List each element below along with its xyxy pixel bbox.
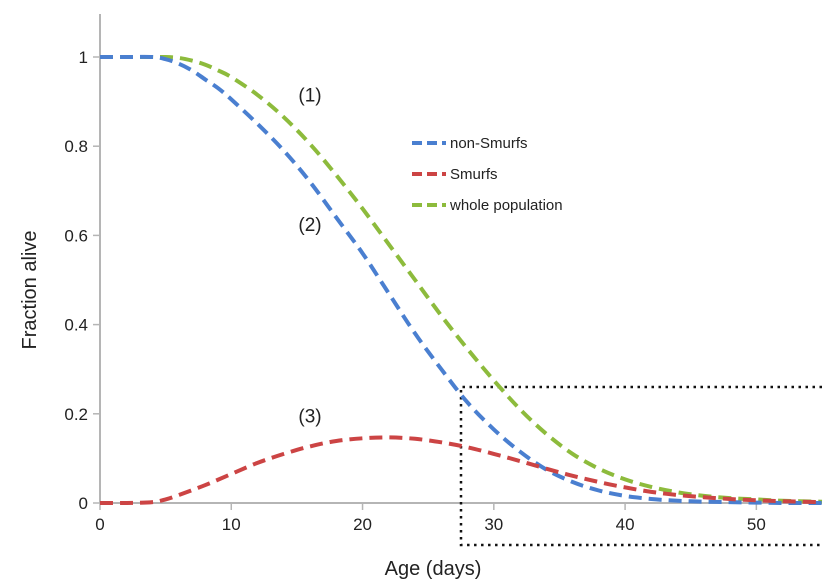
series-line-whole-population bbox=[100, 54, 823, 504]
legend-label-smurfs: Smurfs bbox=[450, 166, 498, 183]
y-tick-label: 0.8 bbox=[64, 137, 88, 156]
dotted-highlight-box bbox=[459, 385, 822, 547]
annotation-label: (2) bbox=[298, 215, 321, 236]
x-tick-label: 40 bbox=[616, 515, 635, 534]
y-tick-label: 0.6 bbox=[64, 226, 88, 245]
series-line-smurfs bbox=[99, 435, 823, 506]
y-axis-label: Fraction alive bbox=[19, 231, 41, 350]
annotation-label: (1) bbox=[298, 86, 321, 107]
axes: 0 10 20 30 40 50 0 0.2 0.4 0.6 0.8 1 bbox=[64, 14, 822, 547]
y-tick-label: 0.2 bbox=[64, 405, 88, 424]
y-tick-label: 0.4 bbox=[64, 316, 88, 335]
y-tick-label: 1 bbox=[79, 48, 88, 67]
legend-label-whole-population: whole population bbox=[449, 197, 563, 214]
legend: non-Smurfs Smurfs whole population bbox=[412, 135, 563, 214]
series-line-non-smurfs bbox=[100, 54, 823, 506]
x-tick-label: 10 bbox=[222, 515, 241, 534]
x-tick-label: 20 bbox=[353, 515, 372, 534]
y-tick-label: 0 bbox=[79, 494, 88, 513]
annotations: (1) (2) (3) bbox=[298, 86, 321, 428]
x-tick-label: 30 bbox=[484, 515, 503, 534]
x-axis-label: Age (days) bbox=[385, 558, 482, 580]
x-tick-label: 50 bbox=[747, 515, 766, 534]
legend-label-non-smurfs: non-Smurfs bbox=[450, 135, 528, 152]
annotation-label: (3) bbox=[298, 407, 321, 428]
series-lines bbox=[99, 54, 823, 506]
x-tick-label: 0 bbox=[95, 515, 104, 534]
